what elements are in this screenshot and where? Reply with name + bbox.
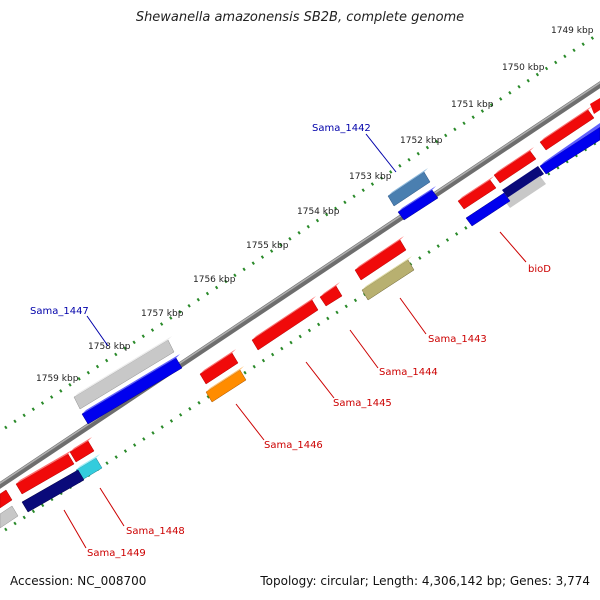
cds-forward-6-top xyxy=(16,450,72,484)
tick-label-1753: 1753 kbp xyxy=(349,172,392,182)
cds-sama-1445-top xyxy=(252,296,316,340)
cds-forward-2-top xyxy=(494,147,534,175)
cds-sama-1447-top xyxy=(74,336,172,397)
gene-label-sama-1447[interactable]: Sama_1447 xyxy=(30,306,89,317)
cds-sama-1443-top xyxy=(362,256,412,290)
cds-sama-1447[interactable] xyxy=(73,339,175,410)
backbone xyxy=(0,81,600,489)
tick-label-1754: 1754 kbp xyxy=(297,207,340,217)
cds-forward-3[interactable] xyxy=(457,179,497,210)
tick-label-1752: 1752 kbp xyxy=(400,136,443,146)
tick-label-1759: 1759 kbp xyxy=(36,374,79,384)
tick-label-1751: 1751 kbp xyxy=(451,100,494,110)
cds-reverse-2[interactable] xyxy=(465,192,511,227)
cds-sama-1445[interactable] xyxy=(251,299,319,351)
cds-sama-1446[interactable] xyxy=(205,369,247,403)
cds-dark-1[interactable] xyxy=(502,166,544,198)
accession-text: Accession: NC_008700 xyxy=(10,574,147,588)
cds-forward-1-top xyxy=(540,106,592,142)
cds-sama-1442-top xyxy=(388,168,428,196)
cds-other-2[interactable] xyxy=(0,505,19,529)
tick-label-1756: 1756 kbp xyxy=(193,275,236,285)
gene-label-sama-1446[interactable]: Sama_1446 xyxy=(264,440,323,451)
gene-labels: Sama_1442 Sama_1447 bioD Sama_1443 Sama_… xyxy=(30,123,551,559)
topology-text: Topology: circular; Length: 4,306,142 bp… xyxy=(260,574,590,588)
gene-label-sama-1449[interactable]: Sama_1449 xyxy=(87,548,146,559)
cds-sama-1449[interactable] xyxy=(21,469,85,513)
cds-sama-1446-top xyxy=(206,366,244,392)
tick-label-1755: 1755 kbp xyxy=(246,241,289,251)
map-title: Shewanella amazonensis SB2B, complete ge… xyxy=(135,10,465,25)
cds-forward-4-top xyxy=(355,236,404,270)
gene-label-sama-1445[interactable]: Sama_1445 xyxy=(333,398,392,409)
cds-forward-5-top xyxy=(200,349,236,374)
tick-label-1757: 1757 kbp xyxy=(141,309,184,319)
cds-sama-1444-top xyxy=(320,282,340,297)
gene-label-sama-1443[interactable]: Sama_1443 xyxy=(428,334,487,345)
cds-reverse-1-top xyxy=(540,123,600,166)
cds-reverse-3-top xyxy=(398,186,436,212)
tick-label-1758: 1758 kbp xyxy=(88,342,131,352)
tick-label-1749: 1749 kbp xyxy=(551,26,594,36)
cds-forward-8[interactable] xyxy=(0,489,13,509)
feature-shapes xyxy=(0,98,600,529)
tick-label-1750: 1750 kbp xyxy=(502,63,545,73)
cds-forward-7-top xyxy=(70,437,92,452)
cds-forward-3-top xyxy=(458,176,494,201)
gene-label-sama-1448[interactable]: Sama_1448 xyxy=(126,526,185,537)
tick-labels: 1749 kbp 1750 kbp 1751 kbp 1752 kbp 1753… xyxy=(36,26,594,384)
leader-lines xyxy=(63,133,527,549)
cds-forward-top-right[interactable] xyxy=(590,98,600,114)
cds-sama-1448-top xyxy=(76,454,100,470)
gene-label-biod[interactable]: bioD xyxy=(528,264,551,275)
outer-tick-track xyxy=(4,31,600,430)
gene-label-sama-1442[interactable]: Sama_1442 xyxy=(312,123,371,134)
cds-other-1[interactable] xyxy=(504,176,546,208)
cds-reverse-4-top xyxy=(82,354,180,414)
gene-label-sama-1444[interactable]: Sama_1444 xyxy=(379,367,438,378)
